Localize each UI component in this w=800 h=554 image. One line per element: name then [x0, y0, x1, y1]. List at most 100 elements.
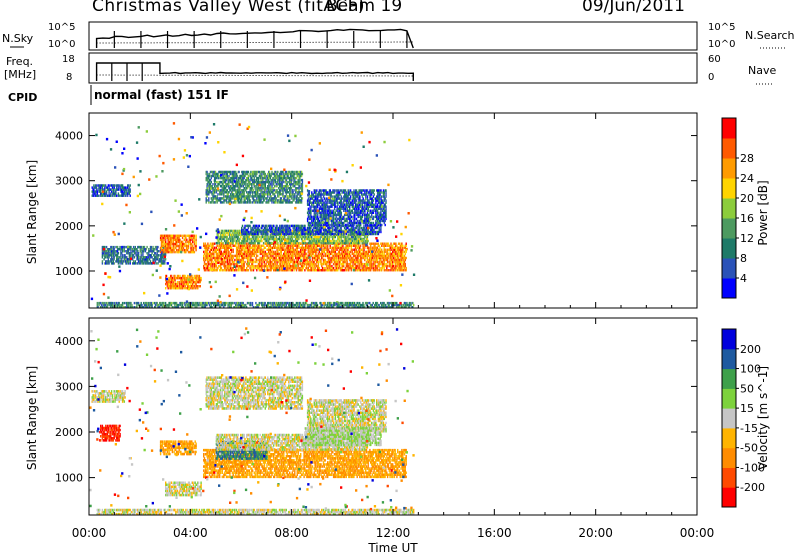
echo-cell	[244, 237, 246, 241]
echo-cell	[189, 250, 191, 254]
echo-cell	[401, 244, 403, 247]
echo-cell	[260, 235, 262, 239]
echo-cell	[239, 264, 241, 268]
echo-cell	[225, 250, 228, 254]
echo-cell	[241, 258, 244, 262]
echo-cell	[314, 258, 316, 262]
echo-cell	[360, 231, 363, 235]
echo-cell	[224, 264, 226, 268]
echo-cell	[399, 250, 401, 254]
echo-cell	[373, 244, 375, 247]
echo-cell	[322, 244, 325, 247]
echo-cell	[248, 235, 250, 239]
echo-cell	[172, 234, 174, 237]
echo-cell	[283, 303, 285, 307]
echo-cell	[251, 262, 253, 266]
echo-cell	[215, 252, 218, 256]
echo-cell	[198, 276, 201, 280]
echo-cell	[363, 250, 365, 254]
echo-cell	[116, 254, 118, 257]
echo-cell	[171, 248, 174, 252]
echo-cell	[175, 301, 178, 305]
echo-cell	[365, 239, 367, 243]
echo-cell	[395, 264, 397, 268]
echo-cell	[194, 276, 196, 280]
echo-cell	[343, 260, 346, 264]
echo-cell	[349, 264, 352, 268]
echo-cell	[227, 266, 229, 270]
echo-cell	[398, 266, 401, 270]
echo-cell	[165, 244, 167, 248]
echo-cell	[273, 266, 276, 270]
echo-cell	[241, 252, 243, 256]
echo-cell	[355, 233, 358, 237]
echo-cell	[99, 186, 101, 189]
echo-cell	[226, 231, 228, 235]
echo-cell	[336, 242, 338, 245]
echo-cell	[321, 244, 323, 247]
echo-cell	[355, 260, 358, 264]
echo-cell	[291, 303, 293, 307]
echo-cell	[370, 258, 373, 262]
echo-cell	[187, 285, 190, 288]
echo-cell	[404, 303, 406, 307]
echo-cell	[286, 266, 288, 270]
echo-cell	[161, 301, 163, 305]
echo-cell	[205, 301, 207, 305]
echo-cell	[103, 192, 105, 195]
echo-cell	[272, 262, 274, 266]
echo-cell	[235, 264, 238, 268]
echo-cell	[196, 278, 198, 282]
echo-cell	[327, 246, 329, 249]
echo-cell	[347, 241, 349, 245]
echo-cell	[291, 246, 293, 249]
echo-cell	[126, 258, 128, 261]
echo-cell	[399, 269, 401, 272]
echo-cell	[210, 248, 212, 251]
echo-cell	[144, 256, 147, 259]
echo-cell	[316, 264, 318, 268]
echo-cell	[229, 306, 231, 309]
echo-cell	[298, 237, 300, 241]
echo-cell	[332, 235, 335, 239]
echo-cell	[360, 239, 363, 243]
echo-cell	[240, 252, 242, 256]
echo-cell	[173, 250, 175, 254]
echo-cell	[402, 258, 405, 262]
echo-cell	[246, 254, 248, 258]
echo-cell	[312, 248, 315, 251]
echo-cell	[178, 285, 180, 288]
echo-cell	[139, 245, 141, 249]
echo-cell	[345, 258, 347, 262]
echo-cell	[224, 244, 227, 247]
echo-cell	[235, 260, 238, 264]
echo-cell	[182, 276, 185, 280]
echo-cell	[357, 303, 359, 307]
echo-cell	[229, 260, 231, 264]
echo-cell	[311, 262, 313, 266]
echo-cell	[160, 262, 163, 265]
echo-cell	[247, 230, 250, 234]
echo-cell	[327, 248, 329, 251]
echo-cell	[276, 246, 278, 249]
echo-cell	[242, 303, 244, 307]
echo-cell	[236, 262, 239, 266]
echo-cell	[231, 301, 233, 305]
echo-cell	[175, 287, 177, 290]
echo-cell	[343, 264, 345, 268]
echo-cell	[260, 258, 262, 262]
echo-cell	[279, 228, 282, 232]
echo-cell	[208, 250, 211, 254]
echo-cell	[227, 306, 229, 309]
echo-cell	[239, 269, 241, 272]
echo-cell	[241, 237, 244, 241]
echo-cell	[375, 301, 377, 305]
echo-cell	[231, 269, 234, 272]
echo-cell	[312, 246, 315, 249]
echo-cell	[287, 301, 289, 305]
echo-cell	[175, 242, 177, 246]
echo-cell	[404, 246, 406, 249]
echo-cell	[304, 254, 306, 258]
echo-cell	[102, 184, 104, 187]
echo-cell	[364, 254, 366, 258]
